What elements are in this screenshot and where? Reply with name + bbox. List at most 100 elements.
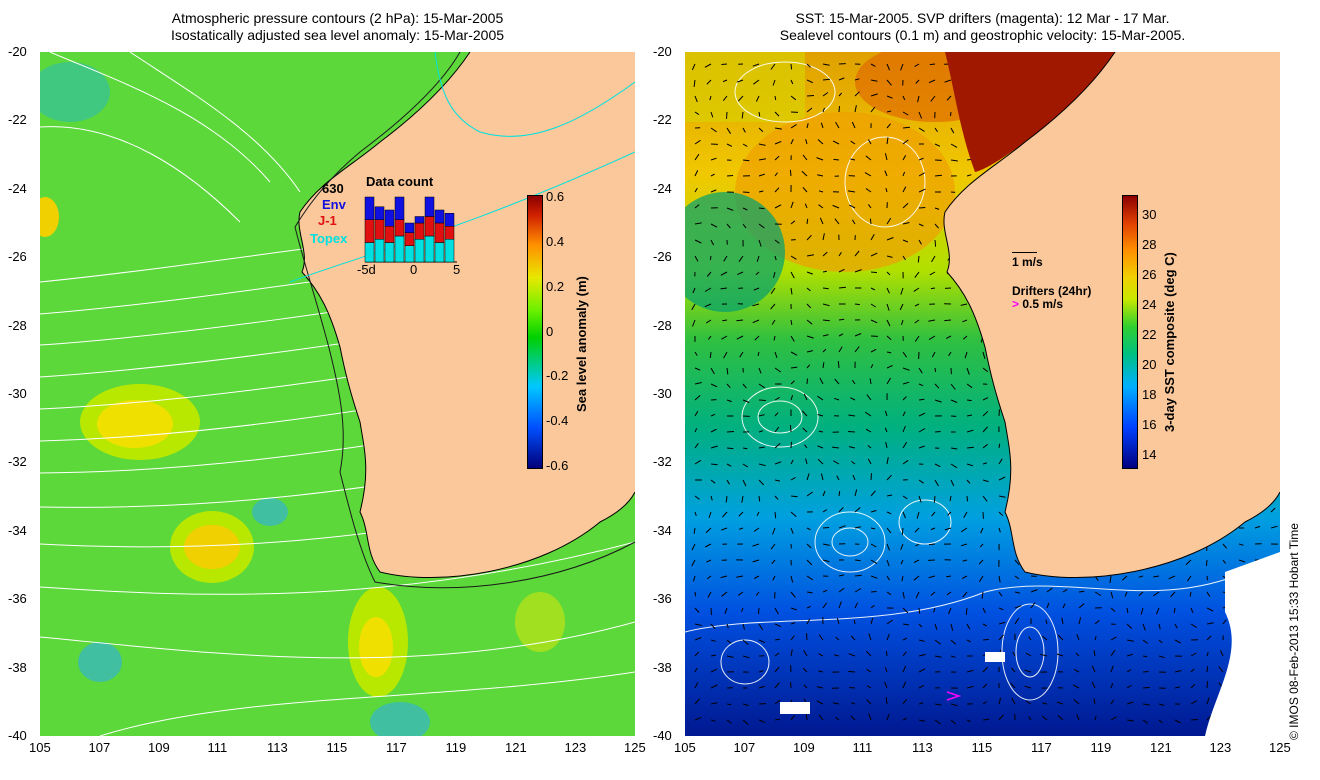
velocity-arrow (710, 367, 715, 375)
velocity-arrow (1040, 653, 1048, 657)
velocity-arrow (1158, 655, 1165, 659)
velocity-arrow (694, 239, 702, 244)
velocity-arrow (866, 685, 872, 689)
velocity-arrow (806, 107, 813, 113)
velocity-arrow (1158, 623, 1161, 630)
velocity-arrow (1238, 543, 1244, 546)
velocity-arrow (752, 319, 760, 324)
velocity-arrow (771, 319, 776, 325)
velocity-arrow (742, 655, 750, 659)
velocity-arrow (1041, 635, 1048, 641)
velocity-arrow (822, 559, 830, 563)
velocity-arrow (709, 95, 712, 101)
velocity-arrow (867, 139, 872, 145)
velocity-arrow (918, 445, 925, 449)
velocity-arrow (1189, 591, 1192, 597)
velocity-arrow (753, 287, 760, 291)
velocity-arrow (710, 639, 716, 642)
velocity-arrow (934, 463, 941, 468)
velocity-arrow (982, 351, 986, 359)
velocity-arrow (774, 638, 780, 641)
velocity-arrow (694, 95, 698, 103)
velocity-arrow (694, 204, 700, 209)
data-count-bar-env (404, 222, 415, 233)
pressure-contour (40, 621, 635, 659)
velocity-arrow (837, 360, 840, 369)
velocity-arrow (950, 127, 955, 134)
velocity-arrow (966, 479, 971, 484)
velocity-arrow (966, 639, 972, 643)
velocity-arrow (962, 335, 968, 340)
velocity-arrow (1091, 681, 1096, 689)
velocity-arrow (758, 685, 766, 689)
velocity-arrow (741, 111, 744, 119)
sealevel-contour (814, 511, 886, 573)
velocity-arrow (818, 430, 824, 433)
velocity-arrow (865, 155, 872, 161)
velocity-arrow (1190, 607, 1194, 613)
data-count-bars (364, 196, 455, 263)
velocity-arrow (806, 234, 812, 241)
velocity-arrow (962, 319, 968, 323)
velocity-arrow (851, 379, 856, 385)
velocity-arrow (849, 687, 856, 689)
drifters-label: Drifters (24hr) (1012, 284, 1092, 298)
velocity-arrow (726, 383, 731, 389)
velocity-arrow (721, 591, 728, 597)
velocity-arrow (928, 79, 936, 84)
anomaly-high-4 (515, 592, 565, 652)
velocity-arrow (818, 653, 824, 657)
velocity-arrow (1174, 639, 1181, 644)
velocity-arrow (1190, 700, 1198, 705)
velocity-arrow (946, 591, 952, 596)
data-count-bar-j1 (414, 222, 425, 240)
data-count-bar-env (364, 196, 375, 220)
velocity-arrow (742, 703, 749, 706)
velocity-arrow (722, 79, 728, 83)
velocity-arrow (962, 591, 968, 598)
velocity-arrow (886, 319, 891, 327)
sea-level-anomaly-map[interactable] (40, 52, 635, 736)
velocity-arrow (726, 143, 733, 147)
sst-map[interactable] (685, 52, 1280, 736)
velocity-arrow (790, 366, 798, 369)
velocity-arrow (706, 559, 712, 563)
velocity-arrow (838, 268, 845, 273)
velocity-arrow (902, 681, 907, 689)
velocity-arrow (982, 479, 989, 483)
velocity-arrow (790, 715, 795, 721)
velocity-arrow (870, 473, 872, 481)
velocity-arrow (742, 383, 747, 389)
longitude-tick-label: 117 (1031, 740, 1052, 755)
velocity-arrow (694, 395, 701, 401)
velocity-arrow (790, 220, 796, 225)
velocity-arrow (752, 543, 760, 547)
velocity-arrow (885, 441, 888, 449)
velocity-arrow (886, 95, 893, 99)
velocity-arrow (806, 95, 815, 97)
velocity-arrow (998, 621, 1006, 625)
velocity-arrow (742, 207, 748, 211)
velocity-arrow (802, 427, 808, 433)
sst-map-svg (685, 52, 1280, 736)
velocity-arrow (1126, 653, 1134, 657)
velocity-arrow (726, 479, 730, 485)
velocity-arrow (934, 239, 937, 247)
velocity-arrow (886, 591, 892, 596)
velocity-arrow (1142, 671, 1149, 673)
data-count-xtick: -5d (357, 262, 376, 277)
velocity-arrow (1126, 684, 1132, 689)
velocity-arrow (870, 303, 876, 308)
velocity-arrow (960, 543, 968, 547)
velocity-arrow (806, 605, 812, 609)
legend-j1-label: J-1 (318, 213, 337, 228)
velocity-arrow (1138, 575, 1144, 578)
velocity-arrow (998, 591, 1003, 597)
velocity-arrow (902, 591, 905, 599)
colorbar-tick: 24 (1142, 297, 1157, 312)
velocity-arrow (868, 713, 872, 721)
velocity-arrow (902, 222, 910, 225)
velocity-arrow (726, 367, 729, 375)
longitude-tick-label: 109 (148, 740, 170, 755)
velocity-arrow (818, 634, 824, 641)
